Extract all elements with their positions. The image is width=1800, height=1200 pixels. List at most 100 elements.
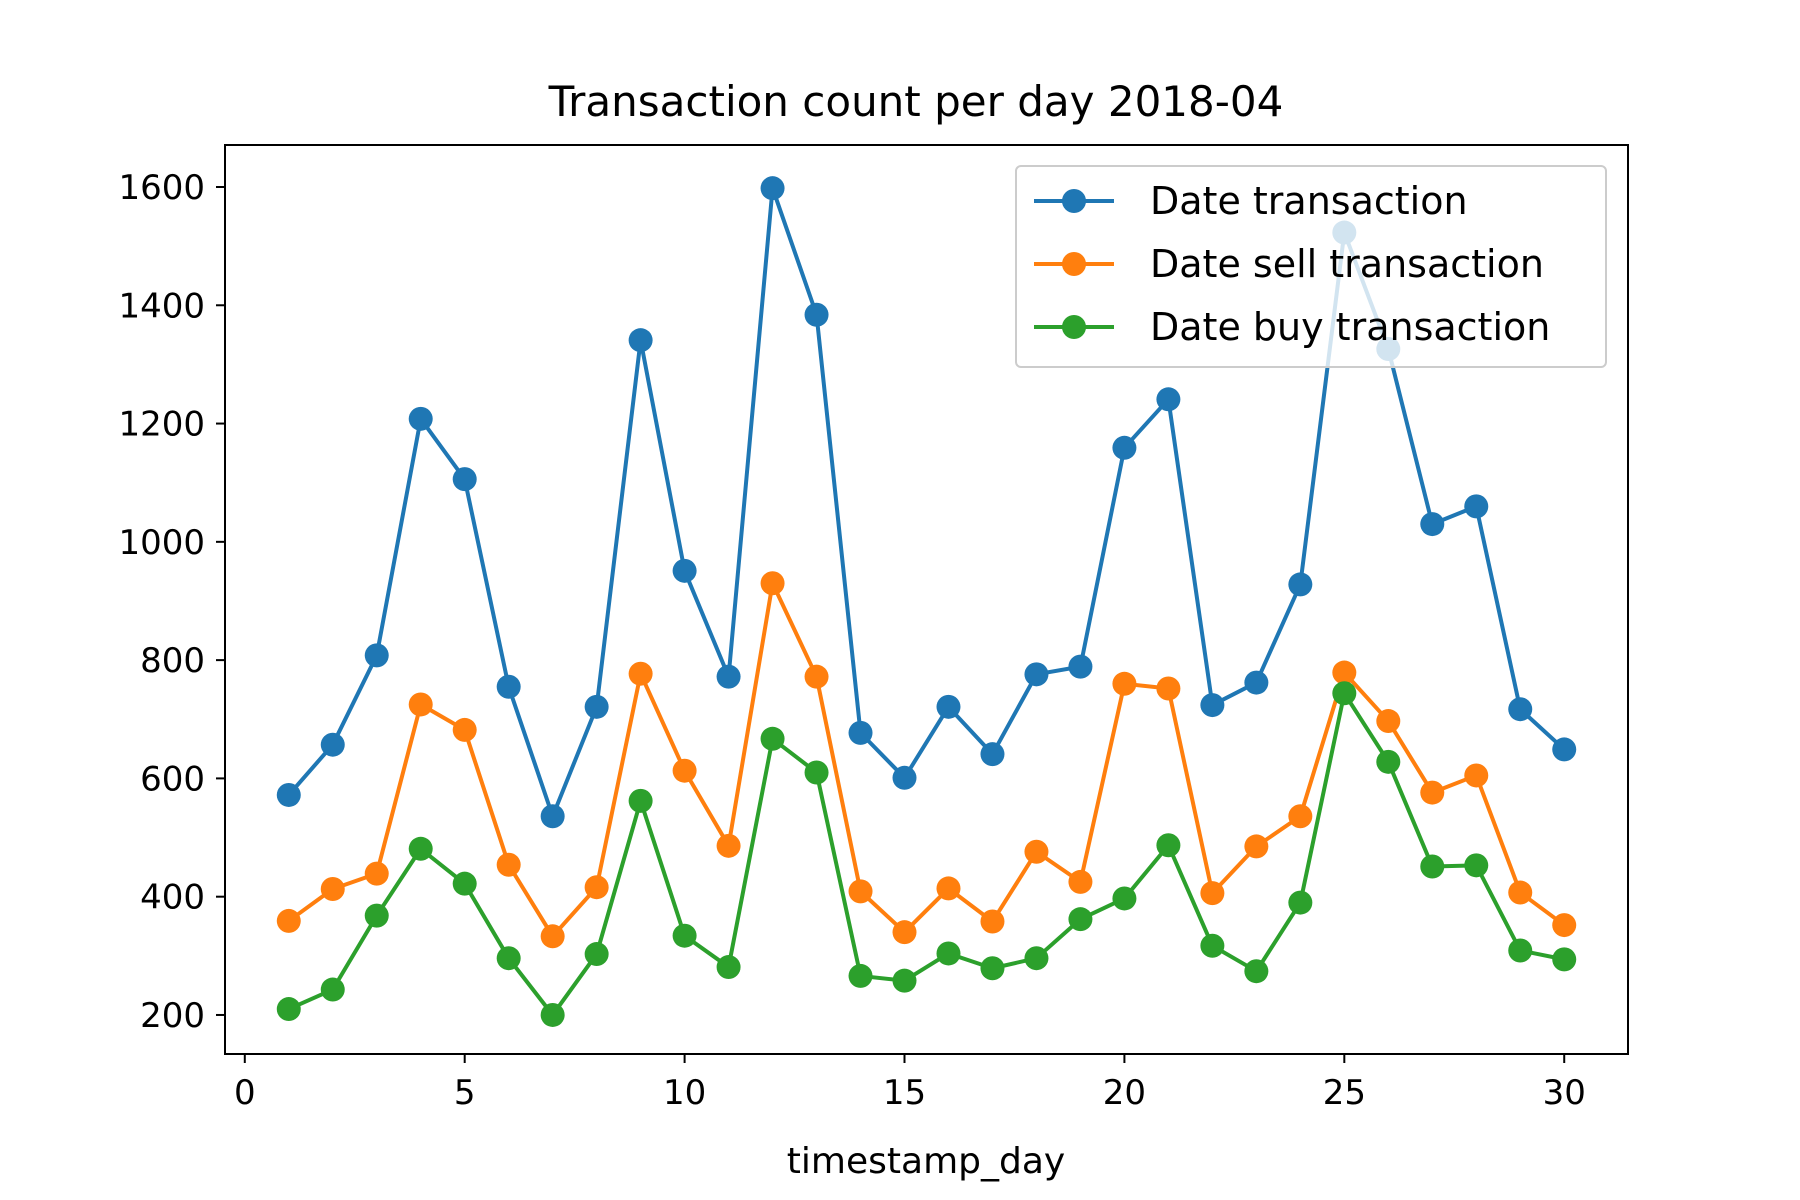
series-line-3 bbox=[287, 691, 1565, 1017]
data-point-series-1 bbox=[628, 328, 653, 353]
data-point-series-1 bbox=[1200, 693, 1225, 718]
legend-label-3: Date buy transaction bbox=[1150, 305, 1550, 349]
data-point-series-1 bbox=[716, 664, 741, 689]
series-layer bbox=[276, 176, 1577, 1027]
data-point-series-1 bbox=[1288, 572, 1313, 597]
data-point-series-1 bbox=[276, 782, 301, 807]
data-point-series-1 bbox=[760, 176, 785, 201]
data-point-series-2 bbox=[1332, 660, 1357, 685]
data-point-series-2 bbox=[1112, 671, 1137, 696]
data-point-series-1 bbox=[1508, 697, 1533, 722]
x-tick-label: 25 bbox=[1323, 1073, 1366, 1113]
chart-title: Transaction count per day 2018-04 bbox=[548, 77, 1284, 126]
legend-label-1: Date transaction bbox=[1150, 179, 1468, 223]
data-point-series-2 bbox=[628, 661, 653, 686]
data-point-series-1 bbox=[584, 694, 609, 719]
data-point-series-3 bbox=[584, 942, 609, 967]
y-tick-label: 400 bbox=[140, 878, 205, 918]
data-point-series-2 bbox=[584, 875, 609, 900]
data-point-series-2 bbox=[1068, 869, 1093, 894]
data-point-series-3 bbox=[408, 836, 433, 861]
plot-area: 0 5 10 15 20 25 30 200 400 600 800 1000 1200 1400 160… bbox=[118, 144, 1629, 1113]
y-tick-label: 1400 bbox=[118, 286, 205, 326]
data-point-series-1 bbox=[672, 558, 697, 583]
data-point-series-3 bbox=[1508, 938, 1533, 963]
data-point-series-1 bbox=[1112, 435, 1137, 460]
data-point-series-2 bbox=[936, 876, 961, 901]
x-axis-ticks: 0 5 10 15 20 25 30 bbox=[234, 1054, 1586, 1113]
data-point-series-2 bbox=[1244, 834, 1269, 859]
data-point-series-2 bbox=[1288, 804, 1313, 829]
data-point-series-3 bbox=[1024, 946, 1049, 971]
data-point-series-3 bbox=[1552, 947, 1577, 972]
data-point-series-2 bbox=[760, 571, 785, 596]
data-point-series-1 bbox=[892, 765, 917, 790]
axes-frame bbox=[224, 144, 1629, 1055]
data-point-series-3 bbox=[320, 977, 345, 1002]
y-tick-label: 200 bbox=[140, 996, 205, 1036]
data-point-series-2 bbox=[848, 879, 873, 904]
data-point-series-1 bbox=[980, 742, 1005, 767]
data-point-series-3 bbox=[1376, 749, 1401, 774]
data-point-series-3 bbox=[1156, 833, 1181, 858]
data-point-series-3 bbox=[364, 903, 389, 928]
data-point-series-3 bbox=[1200, 933, 1225, 958]
data-point-series-1 bbox=[1024, 662, 1049, 687]
data-point-series-3 bbox=[1112, 886, 1137, 911]
data-point-series-3 bbox=[892, 968, 917, 993]
data-point-series-2 bbox=[364, 861, 389, 886]
data-point-series-2 bbox=[1464, 763, 1489, 788]
data-point-series-3 bbox=[1244, 959, 1269, 984]
y-tick-label: 800 bbox=[140, 641, 205, 681]
legend-entries: Date transaction Date sell transaction Dat… bbox=[1034, 179, 1550, 349]
legend-frame bbox=[1015, 165, 1607, 368]
data-point-series-2 bbox=[1508, 880, 1533, 905]
data-point-series-1 bbox=[1156, 387, 1181, 412]
data-point-series-3 bbox=[1332, 681, 1357, 706]
data-point-series-3 bbox=[980, 956, 1005, 981]
data-point-series-1 bbox=[540, 804, 565, 829]
data-point-series-2 bbox=[980, 909, 1005, 934]
data-point-series-2 bbox=[276, 908, 301, 933]
y-tick-label: 1200 bbox=[118, 405, 205, 445]
data-point-series-3 bbox=[1464, 853, 1489, 878]
data-point-series-3 bbox=[496, 946, 521, 971]
data-point-series-2 bbox=[1552, 913, 1577, 938]
data-point-series-1 bbox=[936, 694, 961, 719]
y-tick-label: 600 bbox=[140, 759, 205, 799]
data-point-series-1 bbox=[1552, 737, 1577, 762]
legend-marker-2 bbox=[1062, 252, 1086, 276]
data-point-series-3 bbox=[452, 871, 477, 896]
x-tick-label: 5 bbox=[454, 1073, 476, 1113]
legend-marker-1 bbox=[1062, 189, 1086, 213]
x-tick-label: 30 bbox=[1543, 1073, 1586, 1113]
x-tick-label: 15 bbox=[883, 1073, 926, 1113]
data-point-series-2 bbox=[1024, 839, 1049, 864]
data-point-series-3 bbox=[760, 726, 785, 751]
data-point-series-2 bbox=[672, 758, 697, 783]
data-point-series-3 bbox=[1068, 907, 1093, 932]
data-point-series-3 bbox=[540, 1002, 565, 1027]
data-point-series-3 bbox=[1288, 890, 1313, 915]
legend-marker-3 bbox=[1062, 315, 1086, 339]
data-point-series-1 bbox=[1464, 494, 1489, 519]
x-axis-label: timestamp_day bbox=[787, 1141, 1065, 1182]
data-point-series-1 bbox=[364, 643, 389, 668]
x-tick-label: 10 bbox=[663, 1073, 706, 1113]
data-point-series-3 bbox=[848, 963, 873, 988]
data-point-series-2 bbox=[320, 876, 345, 901]
data-point-series-2 bbox=[408, 692, 433, 717]
data-point-series-2 bbox=[804, 664, 829, 689]
data-point-series-1 bbox=[1244, 670, 1269, 695]
data-point-series-1 bbox=[1420, 512, 1445, 537]
data-point-series-2 bbox=[716, 833, 741, 858]
data-point-series-3 bbox=[276, 997, 301, 1022]
data-point-series-3 bbox=[936, 941, 961, 966]
data-point-series-2 bbox=[1156, 676, 1181, 701]
data-point-series-1 bbox=[496, 674, 521, 699]
data-point-series-1 bbox=[804, 302, 829, 327]
data-point-series-2 bbox=[892, 920, 917, 945]
data-point-series-2 bbox=[540, 924, 565, 949]
data-point-series-2 bbox=[452, 717, 477, 742]
